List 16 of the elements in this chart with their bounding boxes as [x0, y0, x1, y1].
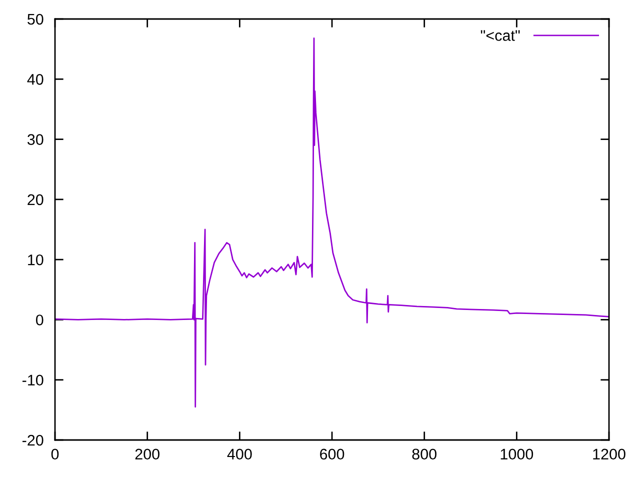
y-tick-label: 0 — [36, 314, 44, 326]
x-tick-label: 200 — [135, 448, 160, 460]
x-tick-label: 400 — [227, 448, 252, 460]
y-tick-label: -20 — [22, 434, 44, 446]
y-tick-label: 20 — [28, 194, 44, 206]
x-tick-label: 1000 — [500, 448, 534, 460]
y-tick-label: 40 — [27, 74, 44, 85]
x-tick-label: 800 — [412, 448, 436, 460]
y-tick-label: 50 — [28, 14, 44, 25]
x-tick-label: 0 — [51, 448, 59, 460]
legend-label: "<cat" — [480, 30, 520, 41]
y-tick-label: 10 — [28, 254, 44, 266]
y-tick-label: 30 — [27, 134, 44, 145]
x-tick-label: 1200 — [593, 448, 626, 460]
x-tick-label: 600 — [320, 448, 344, 460]
y-tick-label: -10 — [22, 374, 44, 386]
